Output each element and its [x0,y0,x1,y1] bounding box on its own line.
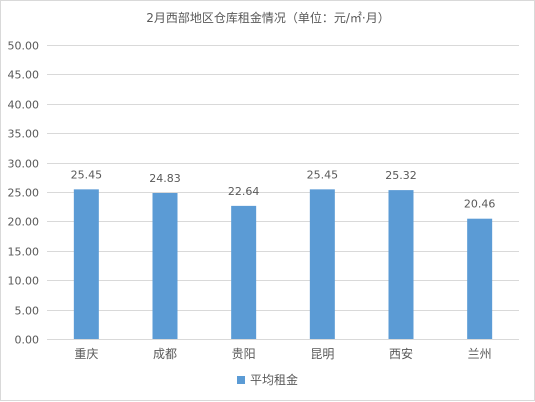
y-tick-label: 5.00 [15,305,40,318]
data-label-2: 24.83 [149,172,181,185]
y-tick-label: 20.00 [8,216,40,229]
x-axis-category-labels: 重庆 成都 贵阳 昆明 西安 兰州 [74,346,491,361]
y-tick-label: 0.00 [15,334,40,347]
y-tick-label: 35.00 [8,128,40,141]
y-tick-label: 25.00 [8,187,40,200]
data-label-3: 22.64 [228,185,260,198]
y-axis-tick-labels: 0.00 5.00 10.00 15.00 20.00 25.00 30.00 35.00 40… [8,40,40,347]
data-label-6: 20.46 [464,198,496,211]
bar-6 [467,218,493,339]
data-label-4: 25.45 [307,168,339,181]
data-labels: 25.45 24.83 22.64 25.45 25.32 20.46 [71,168,496,210]
data-label-5: 25.32 [385,169,417,182]
bar-5 [388,190,414,339]
legend: 平均租金 [237,372,298,387]
gridlines [47,45,519,340]
y-tick-label: 40.00 [8,99,40,112]
y-tick-label: 50.00 [8,40,40,53]
data-label-1: 25.45 [71,168,103,181]
bar-1 [73,189,99,339]
y-tick-label: 30.00 [8,158,40,171]
x-category-label-6: 兰州 [468,347,492,361]
x-category-label-2: 成都 [153,347,177,361]
bars [73,189,493,339]
y-tick-label: 15.00 [8,246,40,259]
x-category-label-4: 昆明 [310,347,334,361]
x-category-label-1: 重庆 [74,347,98,361]
bar-4 [309,189,335,339]
legend-swatch [237,376,245,384]
x-category-label-5: 西安 [389,346,413,361]
x-category-label-3: 贵阳 [232,347,256,361]
legend-label-series-1: 平均租金 [250,372,298,387]
chart-title: 2月西部地区仓库租金情况（单位：元/㎡·月） [146,10,390,25]
y-tick-label: 10.00 [8,275,40,288]
bar-2 [152,192,178,339]
bar-3 [231,205,257,339]
y-tick-label: 45.00 [8,69,40,82]
